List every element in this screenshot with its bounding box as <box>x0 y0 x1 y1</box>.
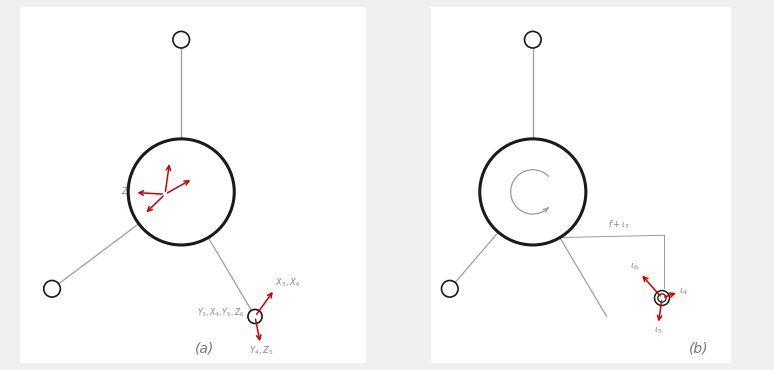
Text: $\iota_p$: $\iota_p$ <box>531 217 539 228</box>
Text: $f+\iota_7$: $f+\iota_7$ <box>608 218 630 231</box>
Circle shape <box>658 294 666 302</box>
Text: (a): (a) <box>194 342 214 356</box>
Circle shape <box>248 309 262 323</box>
Circle shape <box>44 280 60 297</box>
Text: $Y_4,Z_5$: $Y_4,Z_5$ <box>249 345 273 357</box>
Circle shape <box>655 290 670 306</box>
Text: $\iota_6$: $\iota_6$ <box>630 262 639 272</box>
Circle shape <box>173 31 190 48</box>
Text: $Y_P$: $Y_P$ <box>137 216 149 228</box>
Text: $X_3,X_6$: $X_3,X_6$ <box>276 276 301 289</box>
Text: $Z_7$: $Z_7$ <box>122 185 133 198</box>
Text: $Y_3,X_4,Y_5,Z_6$: $Y_3,X_4,Y_5,Z_6$ <box>197 307 245 319</box>
Text: $X_7$: $X_7$ <box>194 172 205 184</box>
Text: $\iota_5$: $\iota_5$ <box>654 326 663 336</box>
Text: (b): (b) <box>689 342 709 356</box>
Text: $X_P$: $X_P$ <box>169 148 181 160</box>
Circle shape <box>128 139 235 245</box>
Text: $\iota_4$: $\iota_4$ <box>680 286 688 297</box>
Circle shape <box>441 280 458 297</box>
Circle shape <box>525 31 541 48</box>
Circle shape <box>480 139 586 245</box>
